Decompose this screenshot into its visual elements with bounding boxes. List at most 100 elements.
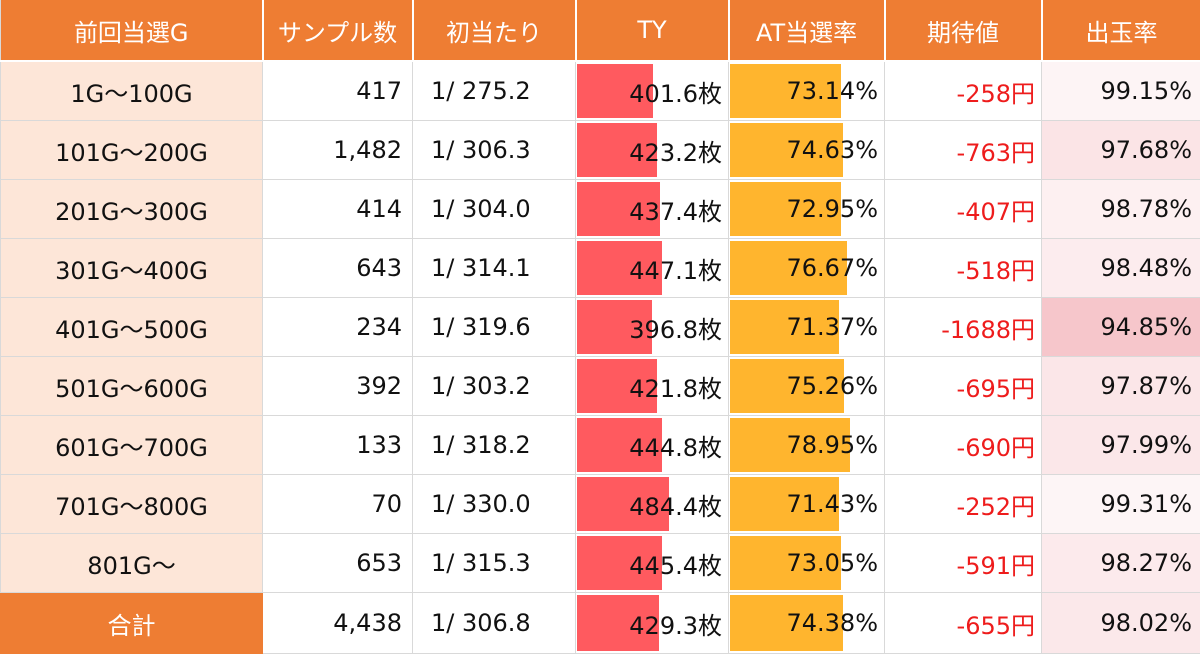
payout-rate: 98.02% [1041, 592, 1200, 654]
range-label: 401G〜500G [0, 297, 263, 357]
table-row: 201G〜300G 414 1/ 304.0 437.4枚 72.95% -407円 98.… [0, 179, 1200, 239]
at-cell: 72.95% [728, 179, 885, 239]
sample-count: 414 [262, 179, 413, 239]
header-prev-win-g: 前回当選G [0, 0, 264, 62]
at-rate-value: 76.67% [786, 254, 878, 282]
at-rate-value: 71.43% [786, 490, 878, 518]
at-cell: 75.26% [728, 356, 885, 416]
header-at-rate: AT当選率 [728, 0, 886, 62]
sample-count: 417 [262, 60, 413, 121]
ty-cell: 484.4枚 [575, 474, 729, 534]
ty-value: 429.3枚 [629, 611, 722, 640]
at-rate-value: 78.95% [786, 431, 878, 459]
sample-count: 4,438 [262, 592, 413, 654]
range-label: 801G〜 [0, 533, 263, 593]
at-rate-bar [730, 64, 842, 118]
ty-cell: 445.4枚 [575, 533, 729, 593]
ty-bar [577, 477, 669, 531]
sample-count: 643 [262, 238, 413, 298]
ty-value: 447.1枚 [629, 256, 722, 285]
ty-value: 396.8枚 [629, 315, 722, 344]
at-rate-bar [730, 182, 841, 236]
ty-value: 423.2枚 [629, 138, 722, 167]
ty-bar [577, 359, 658, 413]
header-sample-count: サンプル数 [262, 0, 414, 62]
ty-cell: 421.8枚 [575, 356, 729, 416]
ty-value: 444.8枚 [629, 433, 722, 462]
at-cell: 74.63% [728, 120, 885, 180]
table-row: 301G〜400G 643 1/ 314.1 447.1枚 76.67% -518円 98.… [0, 238, 1200, 298]
at-cell: 74.38% [728, 592, 885, 654]
at-rate-bar [730, 359, 845, 413]
at-rate-value: 74.63% [786, 136, 878, 164]
at-cell: 71.37% [728, 297, 885, 357]
range-label: 201G〜300G [0, 179, 263, 239]
sample-count: 234 [262, 297, 413, 357]
at-rate-value: 73.05% [786, 549, 878, 577]
at-rate-bar [730, 123, 844, 177]
first-hit-ratio: 1/ 303.2 [412, 356, 576, 416]
ty-bar [577, 418, 662, 472]
at-rate-bar [730, 477, 839, 531]
at-cell: 71.43% [728, 474, 885, 534]
range-label: 301G〜400G [0, 238, 263, 298]
at-cell: 73.05% [728, 533, 885, 593]
payout-rate: 98.27% [1041, 533, 1200, 593]
payout-rate: 97.99% [1041, 415, 1200, 475]
at-rate-bar [730, 595, 844, 651]
payout-rate: 98.78% [1041, 179, 1200, 239]
ty-bar [577, 182, 661, 236]
ty-cell: 423.2枚 [575, 120, 729, 180]
table-row: 101G〜200G 1,482 1/ 306.3 423.2枚 74.63% -763円 9… [0, 120, 1200, 180]
table-row: 501G〜600G 392 1/ 303.2 421.8枚 75.26% -695円 97.… [0, 356, 1200, 416]
sample-count: 1,482 [262, 120, 413, 180]
first-hit-ratio: 1/ 319.6 [412, 297, 576, 357]
payout-rate: 99.15% [1041, 60, 1200, 121]
ty-cell: 396.8枚 [575, 297, 729, 357]
expected-value: -655円 [884, 592, 1042, 654]
expected-value: -258円 [884, 60, 1042, 121]
table-row: 1G〜100G 417 1/ 275.2 401.6枚 73.14% -258円 99.15… [0, 60, 1200, 121]
expected-value: -518円 [884, 238, 1042, 298]
ty-value: 401.6枚 [629, 79, 722, 108]
table-row: 801G〜 653 1/ 315.3 445.4枚 73.05% -591円 98.27% [0, 533, 1200, 593]
first-hit-ratio: 1/ 330.0 [412, 474, 576, 534]
sample-count: 392 [262, 356, 413, 416]
ty-value: 445.4枚 [629, 551, 722, 580]
at-rate-bar [730, 536, 841, 590]
expected-value: -763円 [884, 120, 1042, 180]
table-row: 701G〜800G 70 1/ 330.0 484.4枚 71.43% -252円 99.3… [0, 474, 1200, 534]
first-hit-ratio: 1/ 315.3 [412, 533, 576, 593]
first-hit-ratio: 1/ 275.2 [412, 60, 576, 121]
first-hit-ratio: 1/ 304.0 [412, 179, 576, 239]
sample-count: 653 [262, 533, 413, 593]
first-hit-ratio: 1/ 314.1 [412, 238, 576, 298]
table-row: 601G〜700G 133 1/ 318.2 444.8枚 78.95% -690円 97.… [0, 415, 1200, 475]
ty-bar [577, 536, 662, 590]
range-label: 101G〜200G [0, 120, 263, 180]
range-label: 601G〜700G [0, 415, 263, 475]
sample-count: 133 [262, 415, 413, 475]
at-rate-value: 71.37% [786, 313, 878, 341]
sample-count: 70 [262, 474, 413, 534]
first-hit-ratio: 1/ 318.2 [412, 415, 576, 475]
at-rate-bar [730, 241, 847, 295]
header-ty: TY [575, 0, 730, 62]
ty-value: 437.4枚 [629, 197, 722, 226]
expected-value: -690円 [884, 415, 1042, 475]
range-label: 合計 [0, 592, 263, 654]
ty-value: 484.4枚 [629, 492, 722, 521]
at-rate-bar [730, 418, 850, 472]
payout-rate: 94.85% [1041, 297, 1200, 357]
table-row: 401G〜500G 234 1/ 319.6 396.8枚 71.37% -1688円 94… [0, 297, 1200, 357]
ty-bar [577, 241, 662, 295]
ty-bar [577, 123, 658, 177]
header-first-hit: 初当たり [412, 0, 577, 62]
expected-value: -591円 [884, 533, 1042, 593]
at-rate-value: 72.95% [786, 195, 878, 223]
ty-cell: 447.1枚 [575, 238, 729, 298]
at-cell: 73.14% [728, 60, 885, 121]
ty-value: 421.8枚 [629, 374, 722, 403]
payout-rate: 99.31% [1041, 474, 1200, 534]
